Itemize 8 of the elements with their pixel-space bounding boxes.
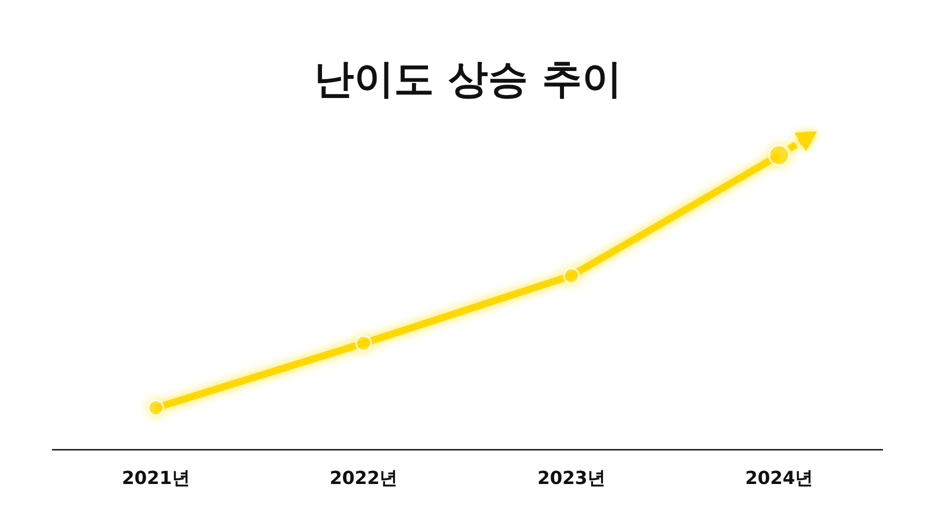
point xyxy=(562,267,580,284)
point xyxy=(147,399,164,416)
x-tick-label: 2021년 xyxy=(122,468,190,490)
x-tick-label: 2022년 xyxy=(330,468,398,490)
chart-title: 난이도 상승 추이 xyxy=(314,56,622,102)
x-tick-label: 2024년 xyxy=(745,468,814,490)
x-tick-label: 2023년 xyxy=(537,468,606,490)
point xyxy=(355,334,372,352)
